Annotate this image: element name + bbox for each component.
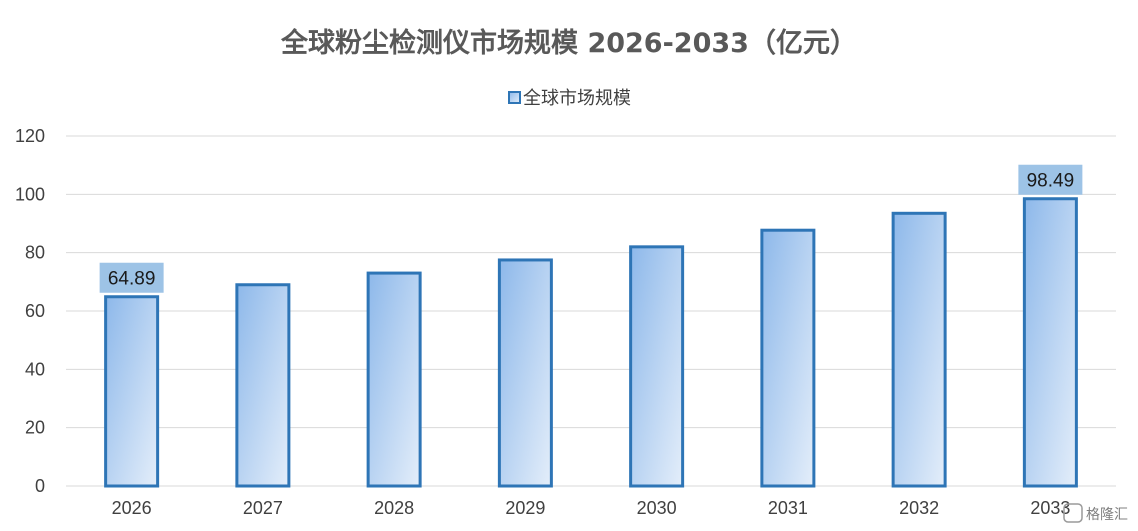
x-tick-label: 2031 — [768, 498, 808, 518]
watermark-logo-icon — [1063, 503, 1083, 523]
legend-swatch — [508, 91, 521, 104]
chart-title: 全球粉尘检测仪市场规模 2026-2033（亿元） — [280, 27, 857, 59]
bar — [629, 245, 685, 488]
data-labels: 64.89 98.49 — [99, 164, 1083, 293]
legend: 全球市场规模 — [508, 88, 631, 109]
gridlines — [66, 135, 1116, 487]
bar — [366, 271, 422, 488]
x-tick-label: 2027 — [243, 498, 283, 518]
legend-label: 全球市场规模 — [523, 88, 631, 109]
bar — [235, 283, 291, 488]
bar — [891, 211, 947, 488]
x-tick-label: 2032 — [899, 498, 939, 518]
x-tick-label: 2029 — [505, 498, 545, 518]
bar — [760, 228, 816, 488]
x-tick-label: 2030 — [637, 498, 677, 518]
data-label-background — [1018, 164, 1083, 195]
bars — [104, 197, 1078, 488]
data-label: 64.89 — [108, 269, 156, 290]
watermark-text: 格隆汇 — [1086, 507, 1128, 523]
y-tick-label: 20 — [25, 418, 45, 438]
y-tick-label: 0 — [35, 476, 45, 496]
bar — [497, 258, 553, 488]
y-tick-label: 40 — [25, 359, 45, 379]
y-axis: 0 20 40 60 80 100 120 — [15, 126, 45, 496]
watermark: 格隆汇 — [1063, 503, 1128, 523]
x-tick-label: 2028 — [374, 498, 414, 518]
y-tick-label: 120 — [15, 126, 45, 146]
x-tick-label: 2026 — [112, 498, 152, 518]
y-tick-label: 100 — [15, 184, 45, 204]
data-label-background — [99, 262, 164, 293]
bar — [104, 295, 160, 488]
y-tick-label: 80 — [25, 243, 45, 263]
x-axis: 2026 2027 2028 2029 2030 2031 2032 2033 — [112, 498, 1071, 518]
y-tick-label: 60 — [25, 301, 45, 321]
x-tick-label: 2033 — [1030, 498, 1070, 518]
data-label: 98.49 — [1027, 171, 1075, 192]
bar — [1022, 197, 1078, 488]
